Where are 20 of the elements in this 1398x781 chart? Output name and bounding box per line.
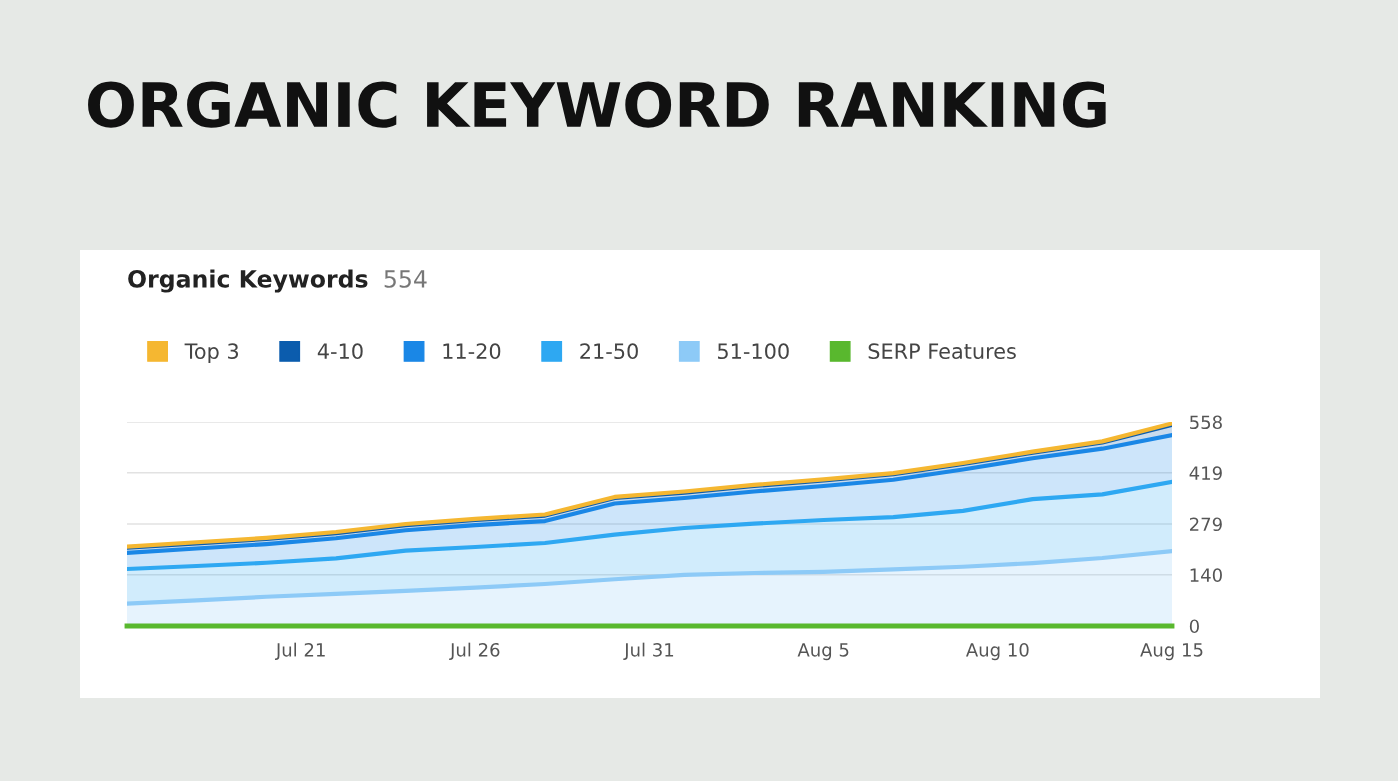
- y-tick-label: 419: [1189, 466, 1222, 480]
- x-tick-label: Aug 15: [1140, 643, 1203, 661]
- y-tick-label: 279: [1189, 517, 1222, 532]
- x-tick-label: Aug 10: [965, 642, 1029, 661]
- legend-label: SERP Features: [868, 343, 1016, 360]
- x-tick-label: Aug 5: [797, 643, 849, 661]
- legend-label: 11-20: [443, 343, 501, 360]
- legend-label: 51-100: [718, 343, 789, 360]
- legend-label: 21-50: [580, 343, 638, 360]
- text: 554: [384, 270, 427, 288]
- x-tick-label: Jul 26: [449, 642, 500, 660]
- chart-subtitle: Organic Keywords: [128, 269, 368, 293]
- legend-label: 4-10: [317, 343, 363, 360]
- legend-label: Top 3: [184, 343, 239, 364]
- x-tick-label: Jul 21: [274, 642, 325, 660]
- y-tick-label: 0: [1189, 619, 1199, 634]
- y-tick-label: 558: [1190, 415, 1222, 430]
- x-tick-label: Jul 31: [623, 642, 674, 660]
- chart-title: ORGANIC KEYWORD RANKING: [88, 81, 1106, 128]
- y-tick-label: 140: [1190, 568, 1222, 582]
